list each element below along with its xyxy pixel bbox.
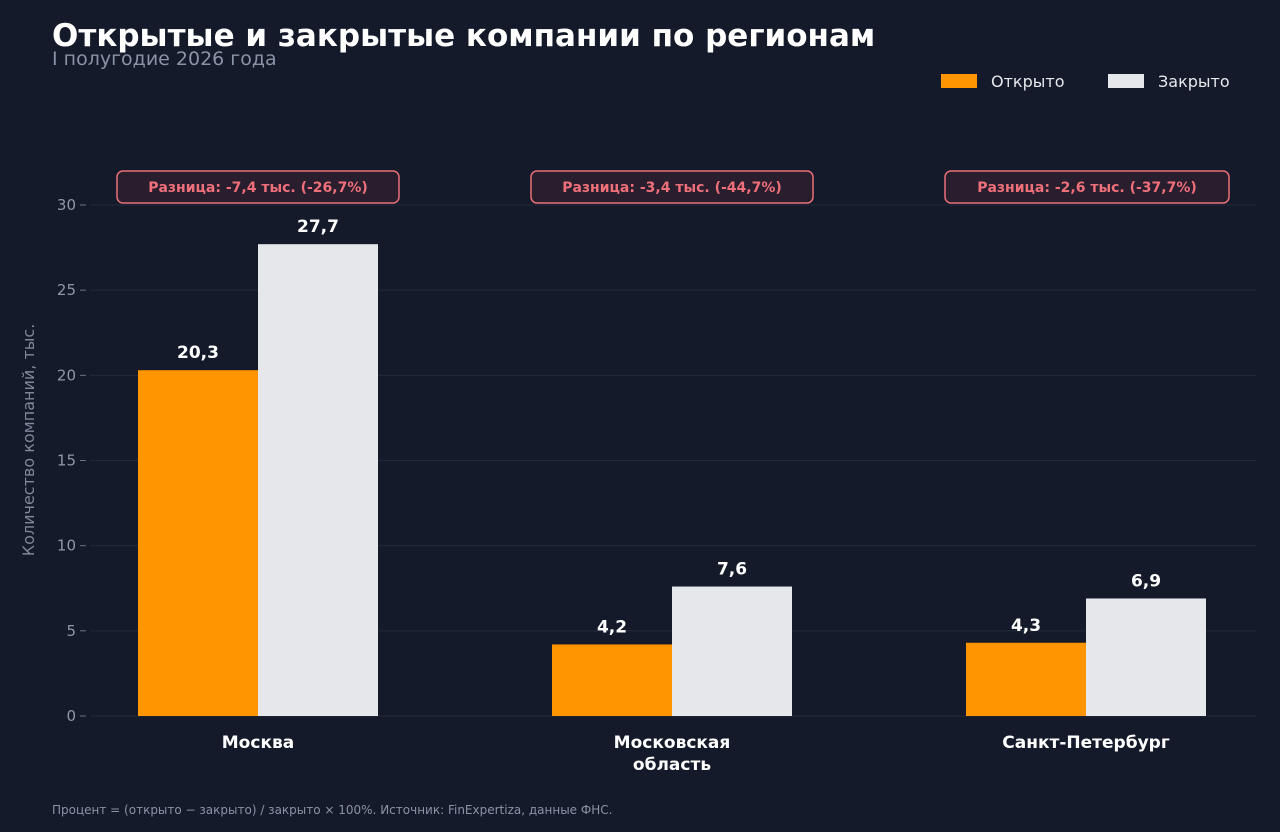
x-tick-label: область — [633, 755, 711, 775]
value-label-opened: 4,2 — [597, 617, 627, 637]
y-tick-label: 10 — [57, 537, 76, 555]
bar-opened — [966, 642, 1086, 716]
difference-badge-text: Разница: -2,6 тыс. (-37,7%) — [977, 180, 1197, 196]
y-tick-label: 15 — [57, 452, 76, 470]
y-tick-label: 0 — [66, 707, 76, 725]
value-label-closed: 6,9 — [1131, 571, 1161, 591]
y-axis-label: Количество компаний, тыс. — [19, 324, 38, 557]
bar-closed — [1086, 598, 1206, 716]
value-label-closed: 7,6 — [717, 560, 747, 580]
x-tick-label: Московская — [614, 733, 731, 753]
legend-swatch-opened — [941, 74, 977, 88]
chart-subtitle: I полугодие 2026 года — [52, 48, 277, 70]
x-tick-label: Москва — [222, 733, 294, 753]
bar-opened — [138, 370, 258, 716]
difference-badge-box — [116, 170, 400, 204]
value-label-opened: 20,3 — [177, 343, 219, 363]
value-label-closed: 27,7 — [297, 217, 339, 237]
y-tick-label: 20 — [57, 366, 76, 384]
value-labels: 20,3 4,2 4,3 27,7 7,6 6,9 — [177, 217, 1161, 637]
difference-badge-box — [530, 170, 814, 204]
y-tick-label: 30 — [57, 196, 76, 214]
difference-annotations: Разница: -7,4 тыс. (-26,7%) Разница: -3,4… — [116, 170, 1230, 204]
difference-badge-text: Разница: -3,4 тыс. (-44,7%) — [562, 180, 782, 196]
x-tick-label: Санкт-Петербург — [1002, 733, 1170, 753]
value-label-opened: 4,3 — [1011, 616, 1041, 636]
difference-badge-box — [944, 170, 1230, 204]
difference-badge: Разница: -7,4 тыс. (-26,7%) — [116, 170, 400, 204]
chart-title: Открытые и закрытые компании по регионам — [52, 18, 875, 54]
legend: Открыто Закрыто — [941, 72, 1230, 91]
y-tick-label: 5 — [66, 622, 76, 640]
difference-badge: Разница: -3,4 тыс. (-44,7%) — [530, 170, 814, 204]
bar-closed — [672, 586, 792, 716]
bar-opened — [552, 644, 672, 716]
difference-badge: Разница: -2,6 тыс. (-37,7%) — [944, 170, 1230, 204]
bars — [138, 244, 1206, 716]
bar-closed — [258, 244, 378, 716]
difference-badge-text: Разница: -7,4 тыс. (-26,7%) — [148, 180, 368, 196]
legend-label-closed: Закрыто — [1158, 72, 1230, 91]
footnote: Процент = (открыто − закрыто) / закрыто … — [52, 803, 612, 817]
legend-label-opened: Открыто — [991, 72, 1064, 91]
y-axis-ticks: 0 5 10 15 20 25 30 — [57, 196, 86, 725]
y-tick-label: 25 — [57, 281, 76, 299]
legend-swatch-closed — [1108, 74, 1144, 88]
